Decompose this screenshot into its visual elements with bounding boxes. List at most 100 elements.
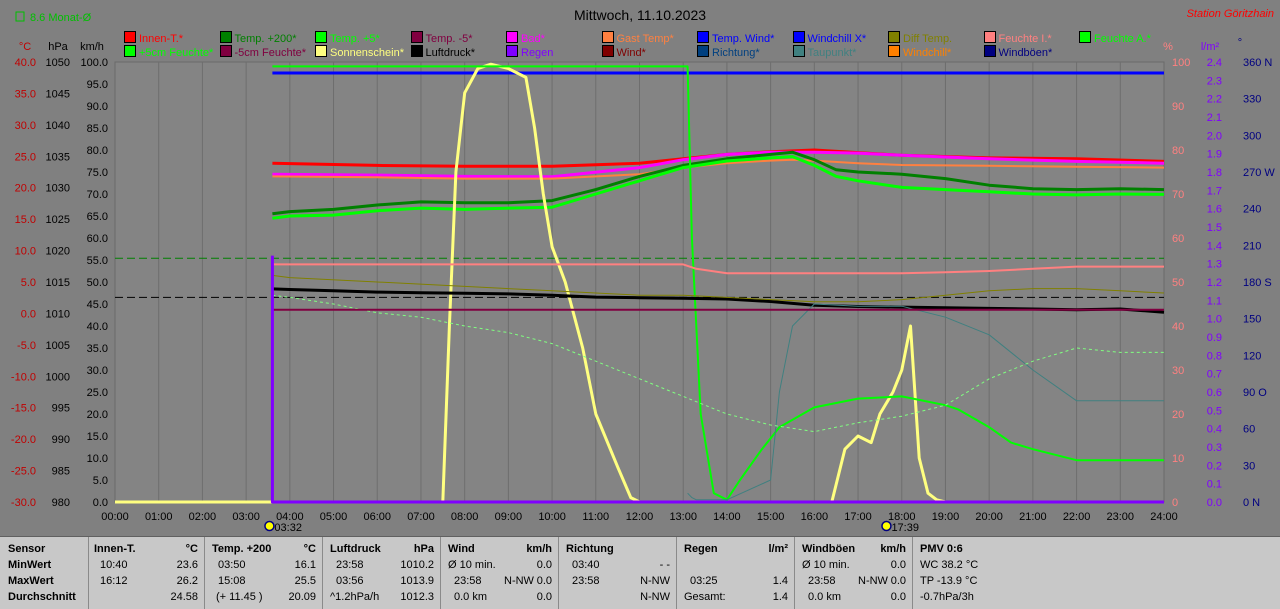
wind-tick-label: 90.0 (87, 101, 108, 113)
temp-tick-label: 10.0 (15, 246, 36, 258)
x-tick-label: 00:00 (101, 511, 129, 523)
legend-swatch (219, 31, 232, 43)
temp-tick-label: -10.0 (11, 371, 36, 383)
richtung-title: Richtung (566, 543, 614, 555)
x-tick-label: 24:00 (1150, 511, 1178, 523)
legend-item: Windböen* (983, 45, 1052, 59)
wind-row3-label: 0.0 km (454, 591, 488, 603)
richtung-row2-val: N-NW (640, 575, 670, 587)
percent-tick-label: 60 (1172, 233, 1184, 245)
legend-label: +5cm Feuchte* (139, 47, 214, 59)
legend-swatch (697, 45, 709, 57)
legend-label: Feuchte A.* (1094, 33, 1151, 45)
percent-tick-label: 80 (1172, 145, 1184, 157)
legend-label: Regen (521, 47, 554, 59)
rain-tick-label: 0.6 (1207, 387, 1222, 399)
regen-title: Regen (684, 543, 718, 555)
luftdruck-max-val: 1013.9 (400, 575, 434, 587)
dir-tick-label: 120 (1243, 350, 1261, 362)
rain-tick-label: 1.2 (1207, 277, 1222, 289)
legend-item: Sonnenschein* (315, 45, 404, 59)
legend-label: Diff Temp. (903, 33, 953, 45)
legend-item: Innen-T.* (124, 31, 183, 45)
rain-tick-label: 1.6 (1207, 204, 1222, 216)
stats-col-labels: Sensor MinWert MaxWert Durchschnitt (0, 537, 89, 609)
innen-unit: °C (185, 543, 198, 555)
unit-rain: l/m² (1201, 41, 1220, 53)
legend-swatch (410, 31, 423, 43)
x-tick-label: 05:00 (320, 511, 348, 523)
windboeen-unit: km/h (880, 543, 906, 555)
legend-swatch (219, 45, 232, 57)
wind-tick-label: 50.0 (87, 277, 108, 289)
pmv-row3: -0.7hPa/3h (920, 591, 974, 603)
wind-tick-label: 70.0 (87, 189, 108, 201)
rain-tick-label: 0.5 (1207, 405, 1222, 417)
stats-col-innen: Innen-T. °C 10:40 23.6 16:12 26.2 24.58 (88, 537, 205, 609)
rain-tick-label: 0.8 (1207, 350, 1222, 362)
percent-tick-label: 20 (1172, 409, 1184, 421)
series-line-10 (272, 263, 1164, 275)
legend-item: Richtung* (697, 45, 760, 59)
legend-label: Gast Temp* (616, 33, 674, 45)
pressure-tick-label: 1050 (46, 57, 70, 69)
pressure-tick-label: 1005 (46, 340, 70, 352)
legend-swatch (315, 31, 327, 43)
pressure-tick-label: 980 (52, 497, 70, 509)
innen-title: Innen-T. (94, 543, 136, 555)
dir-tick-label: 270 W (1243, 167, 1275, 179)
legend-swatch (506, 45, 518, 57)
legend-item: Regen (506, 45, 553, 59)
rain-tick-label: 0.4 (1207, 424, 1222, 436)
pmv-row1: WC 38.2 °C (920, 559, 979, 571)
pressure-tick-label: 1040 (46, 120, 70, 132)
legend-label: Innen-T.* (139, 33, 184, 45)
wind-tick-label: 10.0 (87, 453, 108, 465)
x-tick-label: 10:00 (538, 511, 566, 523)
legend-swatch (1079, 31, 1091, 43)
wind-row1-label: Ø 10 min. (448, 559, 496, 571)
legend-swatch (792, 45, 805, 57)
temp200-min-time: 03:50 (218, 559, 246, 571)
x-tick-label: 08:00 (451, 511, 479, 523)
pressure-tick-label: 985 (52, 466, 70, 478)
x-tick-label: 03:00 (232, 511, 260, 523)
rain-tick-label: 1.5 (1207, 222, 1222, 234)
rain-tick-label: 0.1 (1207, 479, 1222, 491)
wind-tick-label: 40.0 (87, 321, 108, 333)
series-line-9 (272, 274, 1165, 303)
windboeen-title: Windböen (802, 543, 856, 555)
rain-tick-label: 2.3 (1207, 75, 1222, 87)
series-line-3 (272, 158, 1165, 180)
wind-tick-label: 35.0 (87, 343, 108, 355)
regen-row3-val: 1.4 (772, 591, 788, 603)
wind-tick-label: 55.0 (87, 255, 108, 267)
wind-tick-label: 25.0 (87, 387, 108, 399)
stats-col-wind: Wind km/h Ø 10 min. 0.0 23:58 N-NW 0.0 0… (440, 537, 559, 609)
reference-lines (115, 257, 1164, 298)
x-tick-label: 14:00 (713, 511, 741, 523)
temp-tick-label: 30.0 (15, 120, 36, 132)
legend-item: Wind* (601, 45, 646, 59)
richtung-row1-val: - - (659, 559, 670, 571)
legend-item: Taupunkt* (792, 45, 856, 59)
windboeen-row2-dir: N-NW (858, 575, 888, 587)
innen-max-val: 26.2 (176, 575, 198, 587)
pressure-tick-label: 1010 (46, 308, 70, 320)
innen-avg: 24.58 (170, 591, 198, 603)
x-tick-label: 12:00 (626, 511, 654, 523)
monthavg-label: 8.6 Monat-Ø (30, 12, 92, 24)
rain-tick-label: 0.0 (1207, 497, 1222, 509)
pmv-title: PMV 0:6 (920, 543, 963, 555)
wind-row2-dir: N-NW (504, 575, 534, 587)
dir-tick-label: 90 O (1243, 387, 1267, 399)
dir-tick-label: 360 N (1243, 57, 1272, 69)
windboeen-row3-label: 0.0 km (808, 591, 842, 603)
legend-item: Bad* (506, 31, 545, 45)
stats-label-max: MaxWert (8, 575, 54, 587)
wind-tick-label: 15.0 (87, 431, 108, 443)
windboeen-row2-val: 0.0 (890, 575, 906, 587)
windboeen-row1-val: 0.0 (890, 559, 906, 571)
legend-swatch (983, 31, 996, 43)
sunset-icon (881, 520, 892, 532)
